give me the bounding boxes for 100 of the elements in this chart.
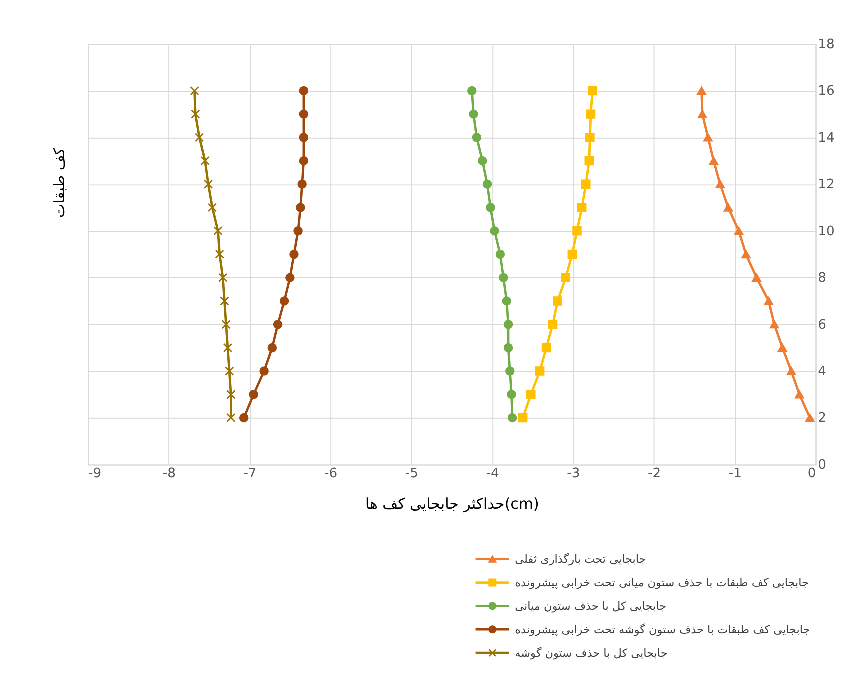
point: [294, 226, 303, 236]
point: [249, 390, 258, 400]
point: [584, 156, 594, 166]
point: [296, 203, 306, 212]
point: [724, 204, 734, 212]
point: [586, 110, 596, 119]
point: [542, 343, 552, 353]
x-tick-label: 0: [808, 466, 816, 482]
point: [222, 320, 231, 330]
legend-label: جابجایی کل با حذف ستون میانی: [515, 600, 667, 613]
point: [499, 273, 508, 282]
y-tick-label: 8: [818, 271, 826, 286]
point: [734, 227, 744, 236]
x-axis-title: حداکثر جابجایی کف ها(cm): [365, 495, 540, 514]
y-tick-label: 12: [818, 178, 835, 193]
legend-label: جابجایی کف طبقات با حذف ستون میانی تحت خرابی پیشرونده: [515, 576, 810, 590]
point: [260, 366, 269, 376]
point: [742, 250, 751, 259]
point: [752, 274, 762, 282]
x-tick-label: -2: [648, 466, 662, 482]
point: [577, 203, 587, 212]
point: [239, 413, 249, 423]
x-tick-label: -8: [162, 466, 176, 482]
point: [506, 366, 515, 376]
y-tick-label: 14: [818, 130, 835, 146]
point: [794, 390, 804, 399]
legend-label: جابجایی کف طبقات با حذف ستون گوشه تحت خرابی پیشرونده: [515, 622, 810, 636]
point: [200, 156, 210, 166]
point: [286, 273, 295, 282]
point: [299, 110, 309, 119]
point: [502, 296, 512, 306]
y-tick-label: 10: [818, 224, 835, 240]
point: [478, 156, 488, 166]
x-tick-label: -9: [88, 466, 102, 482]
y-tick-label: 18: [818, 37, 835, 52]
point: [190, 110, 200, 119]
point: [195, 133, 204, 142]
point: [504, 320, 514, 330]
point: [568, 250, 578, 260]
point: [224, 366, 234, 376]
x-tick-label: -1: [728, 466, 742, 482]
point: [220, 296, 230, 306]
point: [709, 156, 719, 166]
point: [223, 343, 233, 353]
y-tick-label: 16: [818, 84, 835, 100]
legend-label: جابجایی کل با حذف ستون گوشه: [515, 646, 668, 660]
legend-label: جابجایی تحت بارگذاری ثقلی: [515, 552, 646, 566]
point: [806, 414, 815, 422]
point: [218, 273, 228, 282]
point: [215, 250, 224, 260]
point: [496, 250, 506, 260]
point: [778, 344, 788, 352]
point: [548, 320, 558, 330]
y-tick-label: 2: [818, 411, 826, 426]
x-tick-label: -5: [405, 466, 418, 482]
point: [588, 86, 598, 96]
point: [507, 390, 516, 400]
point: [697, 86, 706, 96]
point: [586, 133, 595, 142]
point: [299, 133, 309, 142]
x-tick-label: -4: [486, 466, 500, 482]
point: [190, 86, 200, 96]
point: [273, 320, 283, 330]
point: [226, 390, 236, 400]
point: [716, 180, 725, 188]
point: [490, 226, 500, 236]
point: [504, 343, 514, 353]
x-tick-label: -6: [324, 466, 338, 482]
x-tick-label: -7: [244, 466, 257, 482]
point: [204, 180, 214, 190]
point: [535, 366, 545, 376]
point: [214, 226, 223, 236]
y-tick-label: 4: [818, 364, 826, 380]
point: [486, 203, 496, 212]
point: [518, 413, 528, 423]
point: [226, 413, 236, 423]
y-tick-label: 6: [818, 318, 826, 333]
point: [572, 226, 582, 236]
point: [786, 367, 796, 376]
point: [298, 180, 307, 190]
point: [770, 320, 780, 329]
point: [704, 134, 713, 142]
point: [280, 296, 290, 306]
point: [290, 250, 299, 260]
point: [698, 110, 708, 118]
point: [526, 390, 536, 400]
point: [472, 133, 482, 142]
point: [208, 203, 218, 212]
point: [482, 180, 492, 190]
point: [299, 86, 309, 96]
x-tick-label: -3: [567, 466, 580, 482]
point: [469, 110, 478, 119]
point: [764, 297, 774, 306]
point: [582, 180, 591, 190]
point: [561, 273, 571, 282]
point: [508, 413, 518, 423]
point: [299, 156, 309, 166]
y-axis-title: کف طبقات: [50, 147, 69, 218]
point: [468, 86, 477, 96]
point: [268, 343, 278, 353]
